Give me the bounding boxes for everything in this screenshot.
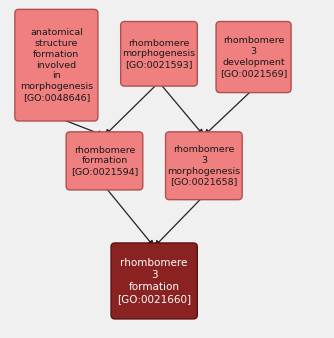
Text: rhombomere
3
formation
[GO:0021660]: rhombomere 3 formation [GO:0021660]: [117, 258, 191, 304]
Text: anatomical
structure
formation
involved
in
morphogenesis
[GO:0048646]: anatomical structure formation involved …: [20, 28, 93, 102]
FancyBboxPatch shape: [216, 22, 291, 93]
Text: rhombomere
3
development
[GO:0021569]: rhombomere 3 development [GO:0021569]: [220, 37, 287, 78]
Text: rhombomere
formation
[GO:0021594]: rhombomere formation [GO:0021594]: [71, 146, 138, 176]
FancyBboxPatch shape: [111, 243, 197, 319]
FancyBboxPatch shape: [66, 132, 143, 190]
Text: rhombomere
morphogenesis
[GO:0021593]: rhombomere morphogenesis [GO:0021593]: [123, 39, 195, 69]
FancyBboxPatch shape: [121, 22, 197, 86]
FancyBboxPatch shape: [166, 132, 242, 200]
FancyBboxPatch shape: [15, 9, 98, 121]
Text: rhombomere
3
morphogenesis
[GO:0021658]: rhombomere 3 morphogenesis [GO:0021658]: [167, 145, 240, 186]
